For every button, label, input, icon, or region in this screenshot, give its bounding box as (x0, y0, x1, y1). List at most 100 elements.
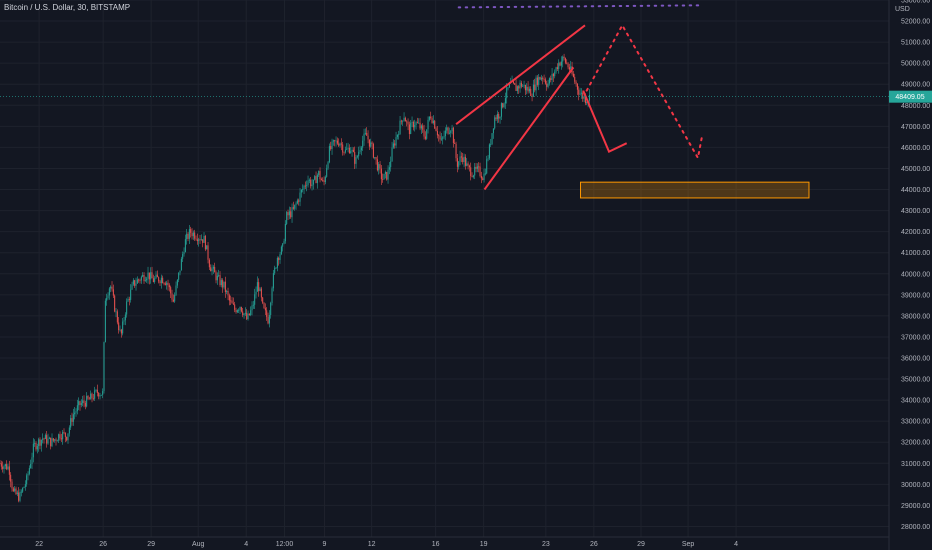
candle-body (3, 466, 5, 469)
candle-body (123, 320, 125, 322)
candle-body (522, 85, 524, 87)
candle-body (35, 442, 37, 450)
candle-body (335, 140, 337, 142)
candle-body (296, 200, 298, 204)
time-axis[interactable]: 22 26 29 Aug 4 12:00 9 12 16 19 23 26 29 Sep 4 (35, 541, 738, 548)
price-tick-label: 34000.00 (901, 398, 930, 405)
candle-body (84, 403, 86, 407)
candle-body (256, 282, 258, 292)
candle-body (484, 173, 486, 175)
candle-body (132, 280, 134, 285)
price-tick-label: 44000.00 (901, 187, 930, 194)
candle-body (310, 179, 312, 187)
candle-body (276, 257, 278, 268)
candle-body (386, 171, 388, 180)
candle-body (283, 241, 285, 244)
candle-body (46, 435, 48, 444)
price-tick-label: 42000.00 (901, 229, 930, 236)
candle-body (87, 396, 89, 399)
candle-body (492, 128, 494, 134)
candle-body (528, 88, 530, 92)
candle-body (291, 207, 293, 218)
candle-body (564, 58, 566, 63)
candle-body (204, 235, 206, 250)
candle-body (444, 130, 446, 137)
candle-body (166, 282, 168, 285)
candle-body (292, 207, 294, 209)
candle-body (320, 179, 322, 181)
candle-body (208, 259, 210, 268)
price-axis[interactable]: 28000.00 29000.00 30000.00 31000.00 32000.00… (901, 0, 930, 531)
candle-body (114, 295, 116, 312)
candle-body (88, 398, 90, 400)
candle-body (512, 80, 514, 84)
current-price-label: 48409.05 (895, 94, 924, 101)
time-tick-label: Sep (682, 541, 695, 548)
candle-body (262, 297, 264, 303)
candle-body (507, 87, 509, 89)
time-tick-label: 29 (147, 541, 155, 548)
candle-body (504, 98, 506, 104)
candle-body (107, 295, 109, 299)
candle-body (91, 393, 93, 399)
candle-body (120, 329, 122, 334)
candle-body (134, 280, 136, 286)
candle-body (219, 275, 221, 286)
time-tick-label: Aug (192, 541, 205, 548)
candle-body (382, 179, 384, 180)
time-tick-label: 19 (480, 541, 488, 548)
candle-body (179, 270, 181, 273)
candle-body (284, 223, 286, 242)
candle-body (326, 168, 328, 177)
candle-body (140, 276, 142, 281)
price-tick-label: 37000.00 (901, 334, 930, 341)
candle-body (250, 310, 252, 316)
candle-body (280, 246, 282, 255)
candle-body (350, 151, 352, 154)
candle-body (456, 158, 458, 167)
candle-body (372, 143, 374, 158)
candle-body (476, 166, 478, 169)
candle-body (24, 484, 26, 487)
candle-body (480, 175, 482, 179)
candle-body (502, 103, 504, 108)
candle-body (172, 299, 174, 302)
candle-body (267, 316, 269, 324)
candle-body (63, 432, 65, 433)
candle-body (44, 435, 46, 439)
candle-body (570, 66, 572, 70)
candle-body (464, 156, 466, 166)
candle-body (580, 92, 582, 94)
candle-body (483, 173, 485, 180)
candle-body (144, 280, 146, 282)
candle-body (80, 403, 82, 405)
candle-body (182, 254, 184, 259)
candle-body (424, 136, 426, 139)
candle-body (110, 286, 112, 289)
candle-body (294, 204, 296, 209)
price-tick-label: 30000.00 (901, 482, 930, 489)
candle-body (180, 258, 182, 271)
candle-body (227, 291, 229, 296)
candle-body (23, 486, 25, 489)
candle-body (447, 127, 449, 134)
candle-body (147, 272, 149, 279)
candle-body (138, 279, 140, 281)
candle-body (434, 120, 436, 129)
candle-body (359, 150, 361, 152)
candle-body (131, 284, 133, 290)
candle-body (263, 302, 265, 309)
time-tick-label: 4 (734, 541, 738, 548)
candle-body (408, 124, 410, 135)
candle-body (379, 164, 381, 169)
candle-body (460, 156, 462, 158)
candle-body (322, 180, 324, 181)
candle-body (475, 166, 477, 169)
candle-body (288, 211, 290, 216)
candle-body (306, 185, 308, 186)
candle-body (116, 311, 118, 323)
candle-body (472, 175, 474, 177)
candle-body (171, 293, 173, 300)
candle-body (198, 239, 200, 242)
